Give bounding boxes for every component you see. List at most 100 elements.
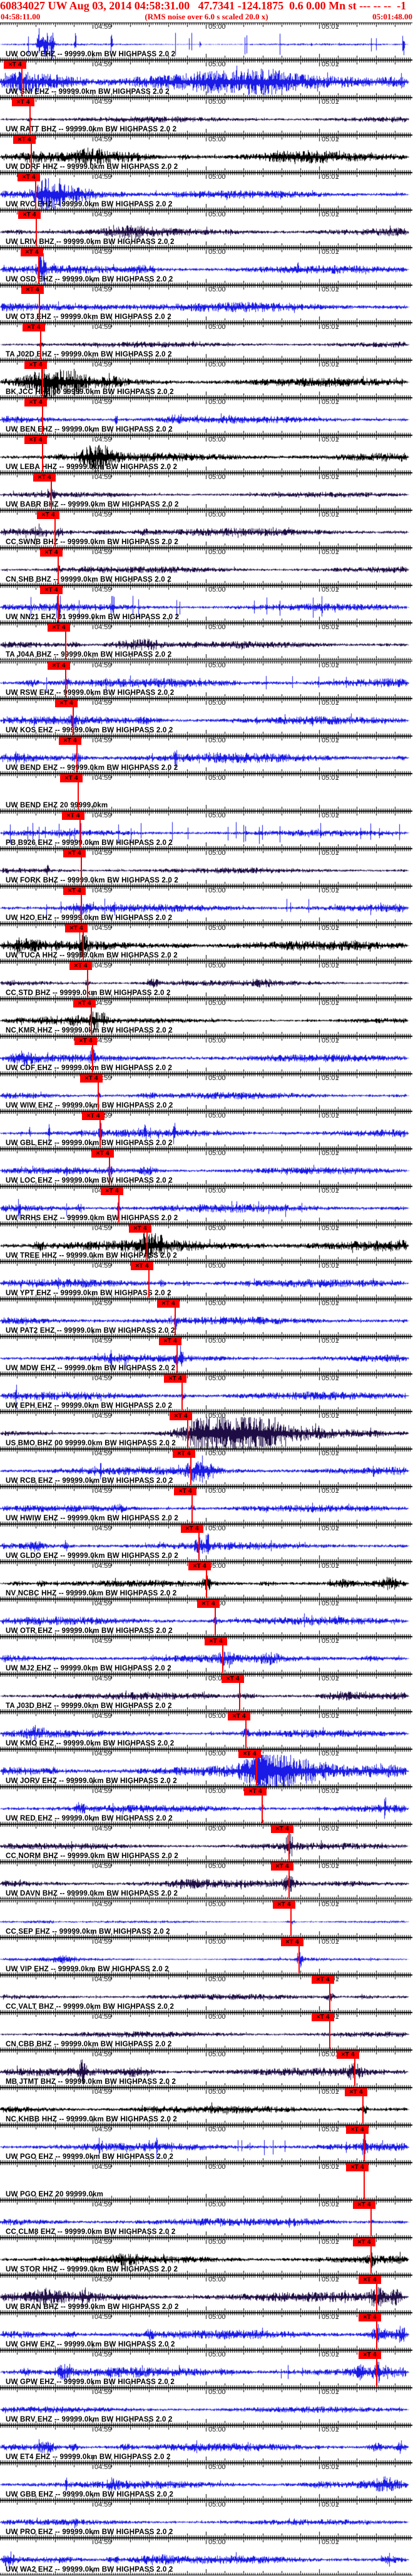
waveform-canvas[interactable] bbox=[0, 1036, 413, 1074]
waveform-canvas[interactable] bbox=[0, 435, 413, 473]
pick-flag[interactable]: ×T 4 bbox=[82, 1111, 105, 1120]
pick-time-line[interactable] bbox=[176, 1341, 178, 1373]
pick-time-line[interactable] bbox=[376, 2317, 377, 2349]
pick-flag[interactable]: ×T 4 bbox=[74, 1036, 97, 1045]
waveform-canvas[interactable] bbox=[0, 360, 413, 398]
pick-flag[interactable]: ×T 4 bbox=[59, 736, 81, 745]
waveform-canvas[interactable] bbox=[0, 510, 413, 548]
pick-flag[interactable]: ×T 4 bbox=[244, 1787, 267, 1796]
pick-flag[interactable]: ×T 4 bbox=[23, 323, 45, 332]
waveform-canvas[interactable] bbox=[0, 1937, 413, 1975]
pick-time-line[interactable] bbox=[35, 178, 36, 210]
waveform-canvas[interactable] bbox=[0, 1449, 413, 1487]
waveform-canvas[interactable] bbox=[0, 1073, 413, 1111]
pick-time-line[interactable] bbox=[79, 816, 81, 847]
pick-time-line[interactable] bbox=[376, 2280, 377, 2311]
waveform-canvas[interactable] bbox=[0, 961, 413, 999]
waveform-canvas[interactable] bbox=[0, 1412, 413, 1450]
waveform-canvas[interactable] bbox=[0, 1749, 413, 1787]
waveform-canvas[interactable] bbox=[0, 1261, 413, 1299]
waveform-canvas[interactable] bbox=[0, 1223, 413, 1261]
pick-flag[interactable]: ×T 4 bbox=[359, 2313, 381, 2321]
pick-time-line[interactable] bbox=[370, 2242, 372, 2274]
pick-time-line[interactable] bbox=[362, 2092, 364, 2124]
pick-flag[interactable]: ×T 4 bbox=[24, 361, 47, 370]
waveform-canvas[interactable] bbox=[0, 1299, 413, 1337]
waveform-canvas[interactable] bbox=[0, 173, 413, 211]
pick-flag[interactable]: ×T 4 bbox=[18, 173, 40, 182]
waveform-canvas[interactable] bbox=[0, 2387, 413, 2425]
waveform-canvas[interactable] bbox=[0, 23, 413, 60]
pick-time-line[interactable] bbox=[29, 103, 31, 134]
pick-flag[interactable]: ×T 4 bbox=[60, 774, 83, 782]
pick-flag[interactable]: ×T 4 bbox=[63, 886, 86, 895]
pick-time-line[interactable] bbox=[190, 1454, 191, 1486]
waveform-canvas[interactable] bbox=[0, 398, 413, 436]
pick-time-line[interactable] bbox=[206, 1567, 207, 1599]
pick-flag[interactable]: ×T 4 bbox=[21, 286, 44, 295]
waveform-canvas[interactable] bbox=[0, 248, 413, 286]
pick-time-line[interactable] bbox=[78, 778, 79, 810]
pick-flag[interactable]: ×T 4 bbox=[164, 1375, 186, 1383]
pick-flag[interactable]: ×T 4 bbox=[353, 2238, 375, 2246]
pick-time-line[interactable] bbox=[146, 1228, 148, 1260]
pick-time-line[interactable] bbox=[40, 328, 41, 360]
pick-time-line[interactable] bbox=[364, 2129, 365, 2161]
waveform-canvas[interactable] bbox=[0, 285, 413, 323]
pick-flag[interactable]: ×T 4 bbox=[173, 1450, 195, 1458]
pick-flag[interactable]: ×T 4 bbox=[80, 1074, 103, 1083]
pick-flag[interactable]: ×T 4 bbox=[346, 2125, 369, 2134]
pick-flag[interactable]: ×T 4 bbox=[228, 1712, 250, 1721]
pick-flag[interactable]: ×T 4 bbox=[129, 1224, 151, 1233]
waveform-canvas[interactable] bbox=[0, 210, 413, 248]
waveform-canvas[interactable] bbox=[0, 135, 413, 173]
waveform-canvas[interactable] bbox=[0, 548, 413, 586]
pick-flag[interactable]: ×T 4 bbox=[174, 1487, 196, 1496]
waveform-canvas[interactable] bbox=[0, 1487, 413, 1525]
pick-time-line[interactable] bbox=[187, 1417, 188, 1448]
pick-time-line[interactable] bbox=[256, 1754, 257, 1786]
pick-flag[interactable]: ×T 4 bbox=[205, 1637, 227, 1646]
pick-time-line[interactable] bbox=[288, 1867, 290, 1899]
pick-flag[interactable]: ×T 4 bbox=[63, 849, 86, 857]
pick-flag[interactable]: ×T 4 bbox=[345, 2088, 367, 2096]
pick-flag[interactable]: ×T 4 bbox=[13, 136, 36, 144]
pick-time-line[interactable] bbox=[42, 365, 43, 397]
pick-flag[interactable]: ×T 4 bbox=[159, 1337, 181, 1346]
pick-flag[interactable]: ×T 4 bbox=[4, 61, 26, 69]
waveform-canvas[interactable] bbox=[0, 585, 413, 624]
waveform-canvas[interactable] bbox=[0, 1674, 413, 1712]
pick-time-line[interactable] bbox=[329, 1979, 330, 2011]
pick-time-line[interactable] bbox=[99, 1116, 101, 1148]
waveform-canvas[interactable] bbox=[0, 998, 413, 1036]
waveform-canvas[interactable] bbox=[0, 2087, 413, 2125]
waveform-canvas[interactable] bbox=[0, 473, 413, 511]
pick-time-line[interactable] bbox=[42, 403, 43, 435]
pick-flag[interactable]: ×T 4 bbox=[346, 2163, 369, 2171]
waveform-canvas[interactable] bbox=[0, 2425, 413, 2463]
pick-time-line[interactable] bbox=[81, 891, 82, 922]
pick-time-line[interactable] bbox=[38, 253, 39, 285]
pick-flag[interactable]: ×T 4 bbox=[18, 211, 41, 220]
pick-flag[interactable]: ×T 4 bbox=[65, 924, 88, 932]
pick-time-line[interactable] bbox=[81, 853, 82, 885]
waveform-canvas[interactable] bbox=[0, 1712, 413, 1750]
pick-flag[interactable]: ×T 4 bbox=[170, 1412, 192, 1421]
pick-time-line[interactable] bbox=[36, 215, 37, 247]
pick-flag[interactable]: ×T 4 bbox=[24, 436, 47, 445]
pick-flag[interactable]: ×T 4 bbox=[181, 1525, 203, 1533]
pick-time-line[interactable] bbox=[288, 1829, 290, 1861]
pick-time-line[interactable] bbox=[42, 440, 43, 472]
pick-flag[interactable]: ×T 4 bbox=[312, 1975, 334, 1984]
pick-flag[interactable]: ×T 4 bbox=[281, 1937, 303, 1946]
pick-flag[interactable]: ×T 4 bbox=[91, 1149, 114, 1158]
pick-time-line[interactable] bbox=[290, 1904, 292, 1936]
pick-time-line[interactable] bbox=[191, 1492, 193, 1523]
pick-flag[interactable]: ×T 4 bbox=[271, 1862, 293, 1871]
pick-flag[interactable]: ×T 4 bbox=[101, 1186, 123, 1195]
waveform-canvas[interactable] bbox=[0, 1148, 413, 1186]
pick-time-line[interactable] bbox=[181, 1379, 183, 1411]
pick-flag[interactable]: ×T 4 bbox=[359, 2275, 381, 2284]
pick-time-line[interactable] bbox=[92, 1041, 93, 1073]
pick-time-line[interactable] bbox=[215, 1604, 216, 1636]
